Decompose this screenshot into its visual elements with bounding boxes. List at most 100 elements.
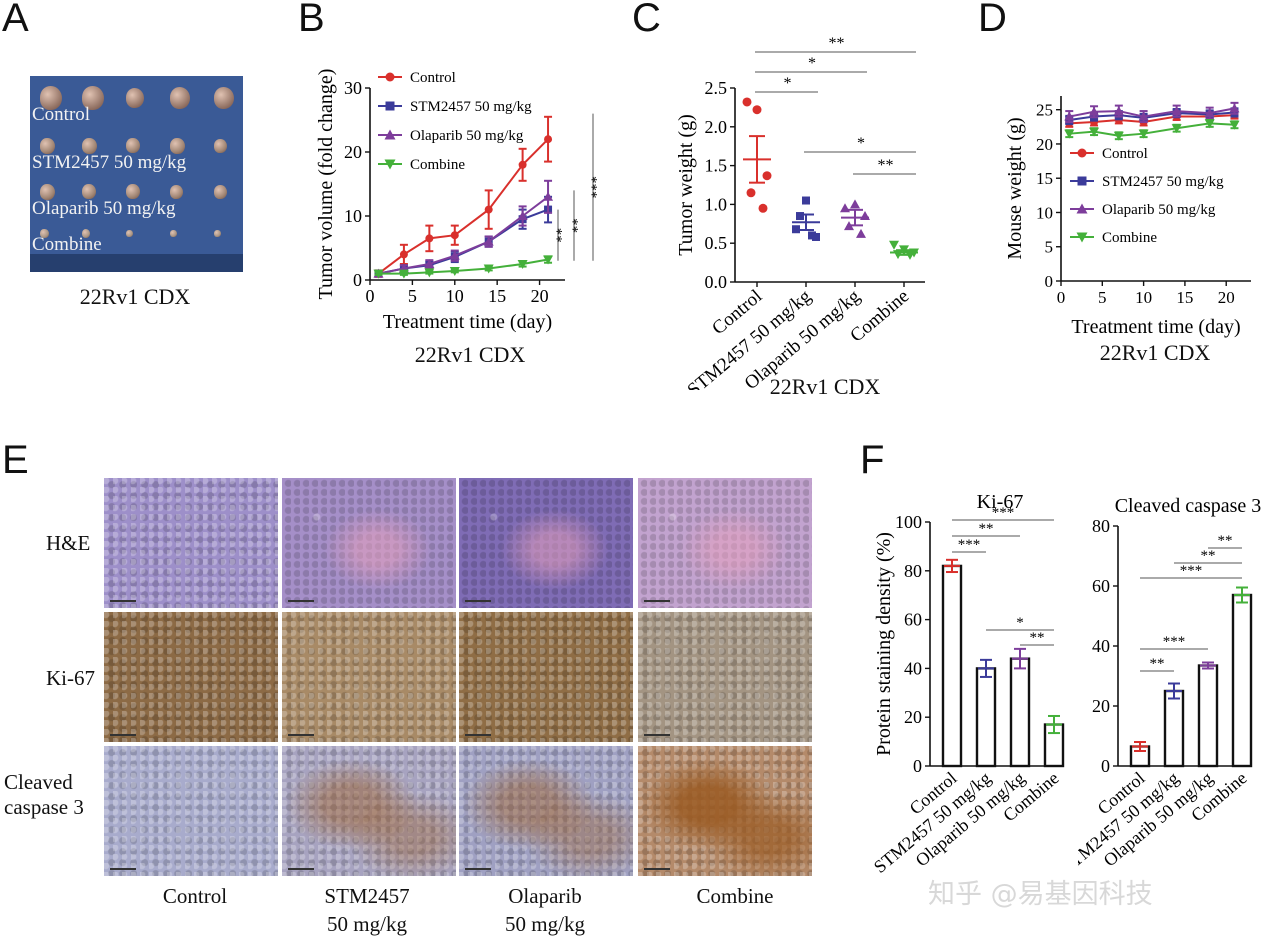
significance-label: ** bbox=[1150, 656, 1165, 672]
col-label-stm2457: STM2457 50 mg/kg bbox=[324, 884, 410, 936]
significance-label: *** bbox=[992, 505, 1015, 521]
y-tick-label: 10 bbox=[1036, 203, 1053, 222]
data-point bbox=[483, 236, 494, 246]
histology-image-he-3 bbox=[459, 478, 633, 608]
y-tick-label: 1.0 bbox=[705, 194, 728, 214]
chart-title: Cleaved caspase 3 bbox=[1115, 495, 1262, 517]
significance-label: ** bbox=[829, 35, 845, 52]
data-point bbox=[484, 205, 493, 214]
y-tick-label: 0 bbox=[1045, 272, 1054, 291]
bar bbox=[1197, 664, 1219, 768]
x-tick-label: 20 bbox=[1218, 288, 1235, 307]
y-tick-label: 20 bbox=[1092, 696, 1110, 716]
significance-label: * bbox=[784, 75, 792, 92]
significance-label: *** bbox=[958, 537, 981, 553]
data-point bbox=[450, 231, 459, 240]
significance-label: * bbox=[857, 135, 865, 152]
data-point bbox=[1113, 106, 1124, 116]
scale-bar bbox=[465, 868, 491, 870]
tumor-specimen bbox=[214, 184, 227, 199]
data-point bbox=[1138, 111, 1149, 121]
y-tick-label: 15 bbox=[1036, 169, 1053, 188]
y-tick-label: 80 bbox=[904, 561, 922, 581]
significance-label: *** bbox=[1180, 563, 1203, 579]
scale-bar bbox=[288, 868, 314, 870]
data-point bbox=[385, 101, 395, 111]
tumor-specimen bbox=[126, 184, 140, 200]
tumor-specimen bbox=[40, 86, 62, 111]
y-tick-label: 0 bbox=[1101, 756, 1110, 776]
tumor-specimen bbox=[40, 228, 49, 239]
data-point bbox=[856, 228, 866, 238]
row-label-ki67: Ki-67 bbox=[46, 666, 95, 690]
y-axis-label: Mouse weight (g) bbox=[1004, 117, 1026, 259]
x-tick-label: 0 bbox=[366, 286, 375, 306]
significance-label: ** bbox=[1030, 630, 1045, 646]
photo-label-stm2457: STM2457 50 mg/kg bbox=[32, 152, 187, 173]
bar bbox=[1009, 657, 1031, 768]
data-point bbox=[860, 211, 870, 221]
data-point bbox=[1171, 124, 1182, 134]
panel-letter-a: A bbox=[2, 0, 29, 40]
bar bbox=[1163, 689, 1185, 768]
data-point bbox=[544, 135, 553, 144]
photo-label-control: Control bbox=[32, 104, 91, 125]
y-tick-label: 20 bbox=[1036, 135, 1053, 154]
data-point bbox=[399, 250, 408, 259]
significance-label: *** bbox=[1163, 634, 1186, 650]
data-point bbox=[850, 199, 860, 209]
panel-letter-d: D bbox=[978, 0, 1007, 40]
y-tick-label: 2.5 bbox=[705, 78, 728, 98]
scale-bar bbox=[110, 868, 136, 870]
data-point bbox=[1204, 119, 1215, 129]
data-point bbox=[802, 196, 810, 205]
data-point bbox=[1064, 129, 1075, 139]
data-point bbox=[1138, 129, 1149, 139]
scale-bar bbox=[644, 734, 670, 736]
photo-label-olaparib: Olaparib 50 mg/kg bbox=[32, 198, 176, 219]
tumor-specimen bbox=[126, 229, 133, 238]
y-tick-label: 0.0 bbox=[705, 272, 728, 292]
data-point bbox=[384, 159, 396, 170]
data-point bbox=[424, 268, 435, 278]
significance-label: ** bbox=[554, 228, 570, 243]
tumor-specimen bbox=[126, 138, 140, 154]
data-point bbox=[518, 160, 527, 169]
significance-label: ** bbox=[1218, 533, 1233, 549]
data-point bbox=[762, 171, 772, 181]
y-axis-label: Tumor volume (fold change) bbox=[315, 69, 337, 300]
histology-image-ki67-1 bbox=[104, 612, 278, 742]
histology-image-ki67-2 bbox=[282, 612, 456, 742]
data-point bbox=[1229, 120, 1240, 130]
scale-bar bbox=[288, 734, 314, 736]
bar bbox=[941, 564, 963, 768]
legend-label: Olaparib 50 mg/kg bbox=[1102, 202, 1216, 218]
histology-image-ki67-4 bbox=[638, 612, 812, 742]
legend-label: Control bbox=[410, 70, 456, 86]
histology-image-casp-3 bbox=[459, 746, 633, 876]
x-tick-label: 0 bbox=[1057, 288, 1066, 307]
legend-label: Combine bbox=[410, 157, 465, 173]
x-tick-label: 10 bbox=[1135, 288, 1152, 307]
photo-label-combine: Combine bbox=[32, 234, 102, 255]
data-point bbox=[1113, 131, 1124, 141]
scale-bar bbox=[465, 734, 491, 736]
data-point bbox=[742, 97, 752, 107]
data-point bbox=[889, 240, 899, 250]
tumor-specimen bbox=[40, 183, 55, 200]
data-point bbox=[425, 234, 434, 243]
panel-c-caption: 22Rv1 CDX bbox=[769, 374, 881, 399]
data-point bbox=[384, 129, 396, 140]
y-tick-label: 5 bbox=[1045, 238, 1054, 257]
y-tick-label: 0.5 bbox=[705, 233, 728, 253]
tumor-specimen bbox=[40, 137, 55, 154]
histology-image-ki67-3 bbox=[459, 612, 633, 742]
panel-letter-b: B bbox=[298, 0, 325, 40]
watermark: 知乎 @易基因科技 bbox=[928, 879, 1153, 910]
tumor-specimen bbox=[126, 88, 144, 108]
x-tick-label: 15 bbox=[1176, 288, 1193, 307]
data-point bbox=[792, 225, 800, 234]
x-tick-label: 15 bbox=[488, 286, 506, 306]
legend-label: Combine bbox=[1102, 230, 1157, 246]
data-point bbox=[752, 105, 762, 115]
